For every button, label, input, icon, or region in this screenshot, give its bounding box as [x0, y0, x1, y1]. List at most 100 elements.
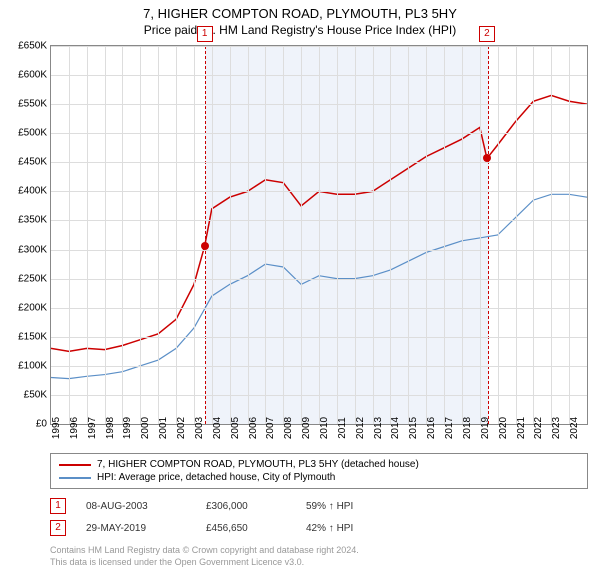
sale-marker-flag: 2: [479, 26, 495, 42]
x-axis-label: 1996: [69, 417, 80, 439]
gridline-v: [105, 46, 106, 424]
sale-delta: 42% ↑ HPI: [306, 523, 353, 534]
gridline-v: [355, 46, 356, 424]
x-axis-label: 2012: [355, 417, 366, 439]
gridline-v: [498, 46, 499, 424]
legend-swatch: [59, 464, 91, 466]
x-axis-label: 2002: [176, 417, 187, 439]
legend-item: HPI: Average price, detached house, City…: [59, 471, 579, 484]
legend-label: HPI: Average price, detached house, City…: [97, 472, 335, 483]
gridline-v: [248, 46, 249, 424]
gridline-v: [158, 46, 159, 424]
x-axis-label: 2008: [283, 417, 294, 439]
gridline-v: [87, 46, 88, 424]
gridline-v: [122, 46, 123, 424]
x-axis-label: 1998: [105, 417, 116, 439]
gridline-v: [516, 46, 517, 424]
y-axis-label: £650K: [18, 41, 47, 52]
legend-swatch: [59, 477, 91, 479]
gridline-v: [408, 46, 409, 424]
title-block: 7, HIGHER COMPTON ROAD, PLYMOUTH, PL3 5H…: [0, 0, 600, 37]
y-axis-label: £350K: [18, 215, 47, 226]
gridline-v: [337, 46, 338, 424]
y-axis-label: £550K: [18, 99, 47, 110]
footer-line: This data is licensed under the Open Gov…: [50, 557, 588, 568]
x-axis-label: 2005: [230, 417, 241, 439]
x-axis-label: 2015: [408, 417, 419, 439]
gridline-v: [283, 46, 284, 424]
x-axis-label: 1997: [87, 417, 98, 439]
x-axis-label: 2007: [265, 417, 276, 439]
legend-label: 7, HIGHER COMPTON ROAD, PLYMOUTH, PL3 5H…: [97, 459, 419, 470]
x-axis-label: 2022: [533, 417, 544, 439]
footer-line: Contains HM Land Registry data © Crown c…: [50, 545, 588, 557]
chart-title: 7, HIGHER COMPTON ROAD, PLYMOUTH, PL3 5H…: [0, 6, 600, 21]
x-axis-label: 2014: [390, 417, 401, 439]
y-axis-label: £250K: [18, 273, 47, 284]
gridline-v: [390, 46, 391, 424]
sale-date: 08-AUG-2003: [86, 501, 186, 512]
sale-marker-icon: 1: [50, 498, 66, 514]
gridline-v: [265, 46, 266, 424]
chart-plot-area: £0£50K£100K£150K£200K£250K£300K£350K£400…: [50, 45, 588, 425]
sale-data-point: [483, 154, 491, 162]
gridline-v: [194, 46, 195, 424]
sale-price: £306,000: [206, 501, 286, 512]
sale-rows: 1 08-AUG-2003 £306,000 59% ↑ HPI 2 29-MA…: [50, 495, 588, 539]
gridline-v: [140, 46, 141, 424]
x-axis-label: 2009: [301, 417, 312, 439]
gridline-v: [176, 46, 177, 424]
x-axis-label: 2000: [140, 417, 151, 439]
y-axis-label: £450K: [18, 157, 47, 168]
gridline-v: [230, 46, 231, 424]
gridline-v: [69, 46, 70, 424]
y-axis-label: £50K: [24, 389, 47, 400]
x-axis-label: 2023: [551, 417, 562, 439]
x-axis-label: 1995: [51, 417, 62, 439]
y-axis-label: £150K: [18, 331, 47, 342]
gridline-v: [569, 46, 570, 424]
x-axis-label: 2004: [212, 417, 223, 439]
gridline-v: [551, 46, 552, 424]
y-axis-label: £400K: [18, 186, 47, 197]
x-axis-label: 2017: [444, 417, 455, 439]
y-axis-label: £500K: [18, 128, 47, 139]
y-axis-label: £0: [36, 419, 47, 430]
x-axis-label: 2019: [480, 417, 491, 439]
gridline-v: [480, 46, 481, 424]
x-axis-label: 2010: [319, 417, 330, 439]
gridline-v: [373, 46, 374, 424]
gridline-v: [533, 46, 534, 424]
x-axis-label: 2003: [194, 417, 205, 439]
gridline-v: [426, 46, 427, 424]
gridline-v: [212, 46, 213, 424]
x-axis-label: 2001: [158, 417, 169, 439]
sale-data-point: [201, 242, 209, 250]
sale-row: 2 29-MAY-2019 £456,650 42% ↑ HPI: [50, 517, 588, 539]
y-axis-label: £300K: [18, 244, 47, 255]
x-axis-label: 2013: [373, 417, 384, 439]
chart-subtitle: Price paid vs. HM Land Registry's House …: [0, 23, 600, 37]
gridline-v: [444, 46, 445, 424]
footer-attribution: Contains HM Land Registry data © Crown c…: [50, 545, 588, 568]
gridline-v: [462, 46, 463, 424]
legend-box: 7, HIGHER COMPTON ROAD, PLYMOUTH, PL3 5H…: [50, 453, 588, 489]
sale-row: 1 08-AUG-2003 £306,000 59% ↑ HPI: [50, 495, 588, 517]
gridline-v: [319, 46, 320, 424]
y-axis-label: £200K: [18, 302, 47, 313]
gridline-v: [301, 46, 302, 424]
sale-price: £456,650: [206, 523, 286, 534]
x-axis-label: 2011: [337, 417, 348, 439]
sale-marker-icon: 2: [50, 520, 66, 536]
x-axis-label: 2021: [516, 417, 527, 439]
x-axis-label: 2016: [426, 417, 437, 439]
sale-marker-flag: 1: [197, 26, 213, 42]
y-axis-label: £100K: [18, 360, 47, 371]
sale-date: 29-MAY-2019: [86, 523, 186, 534]
x-axis-label: 1999: [122, 417, 133, 439]
x-axis-label: 2020: [498, 417, 509, 439]
y-axis-label: £600K: [18, 70, 47, 81]
legend-item: 7, HIGHER COMPTON ROAD, PLYMOUTH, PL3 5H…: [59, 458, 579, 471]
x-axis-label: 2006: [248, 417, 259, 439]
x-axis-label: 2018: [462, 417, 473, 439]
